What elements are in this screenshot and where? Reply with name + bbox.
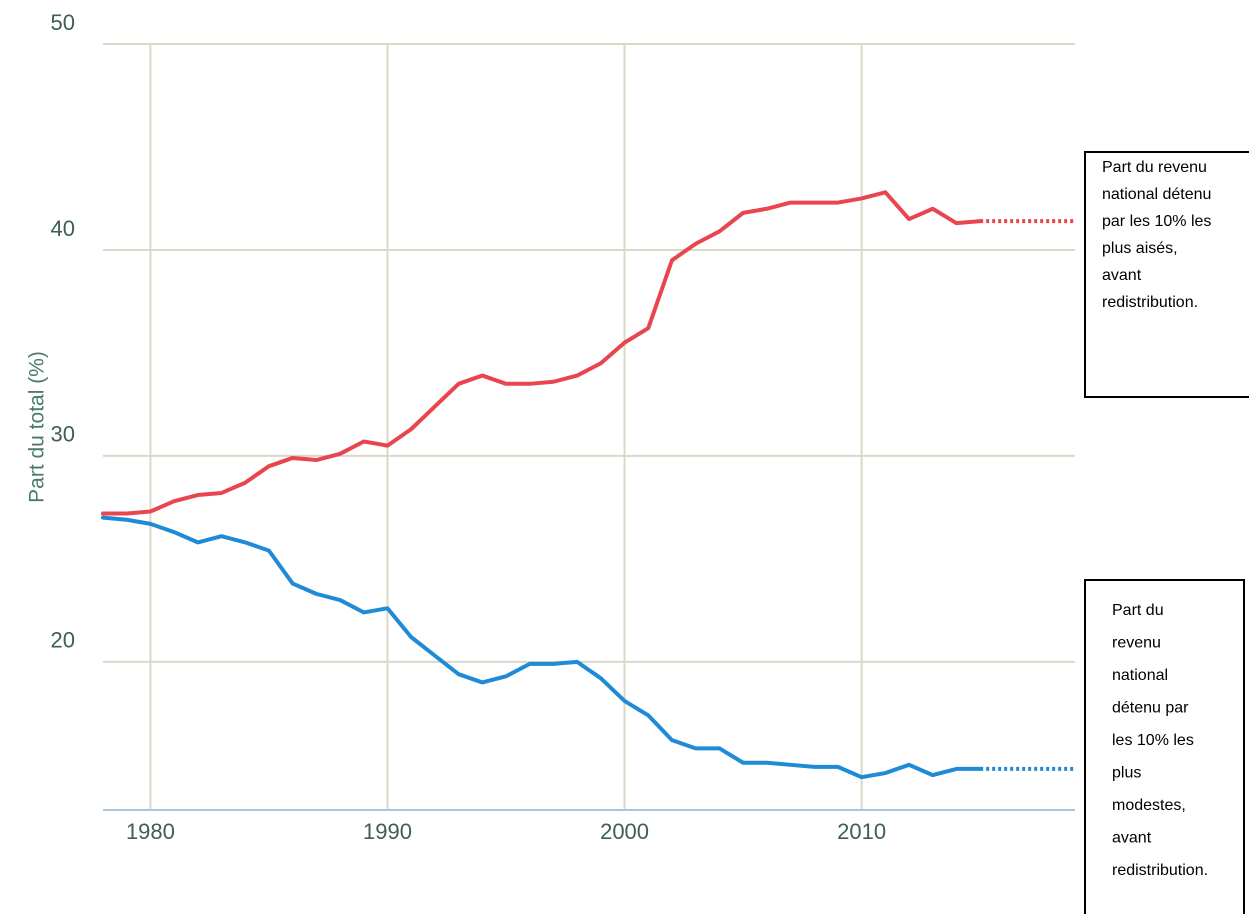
x-tick-label: 2000 (600, 819, 649, 844)
y-tick-label: 20 (51, 628, 75, 653)
annotation-text: avant (1112, 830, 1152, 847)
y-tick-label: 30 (51, 422, 75, 447)
annotation-text: avant (1102, 267, 1142, 284)
annotation-box (1084, 151, 1249, 398)
x-tick-label: 1990 (363, 819, 412, 844)
annotation-text: plus (1112, 765, 1141, 782)
y-tick-label: 50 (51, 10, 75, 35)
annotation-text: Part du (1112, 602, 1164, 619)
annotation-text: redistribution. (1112, 862, 1208, 879)
annotation-box (1084, 579, 1245, 919)
annotation-text: détenu par (1112, 700, 1189, 717)
y-tick-label: 40 (51, 216, 75, 241)
line-series (101, 190, 983, 516)
annotation-text: par les 10% les (1102, 213, 1211, 230)
annotation-text: national détenu (1102, 186, 1211, 203)
annotation-text: plus aisés, (1102, 240, 1178, 257)
annotation-text: Part du revenu (1102, 159, 1207, 176)
annotation-text: revenu (1112, 635, 1161, 652)
annotation-text: modestes, (1112, 797, 1186, 814)
x-tick-label: 2010 (837, 819, 886, 844)
y-axis-label: Part du total (%) (26, 351, 49, 503)
annotation-text: les 10% les (1112, 732, 1194, 749)
line-series (101, 515, 983, 780)
annotation-text: redistribution. (1102, 294, 1198, 311)
annotation-text: national (1112, 667, 1168, 684)
x-tick-label: 1980 (126, 819, 175, 844)
